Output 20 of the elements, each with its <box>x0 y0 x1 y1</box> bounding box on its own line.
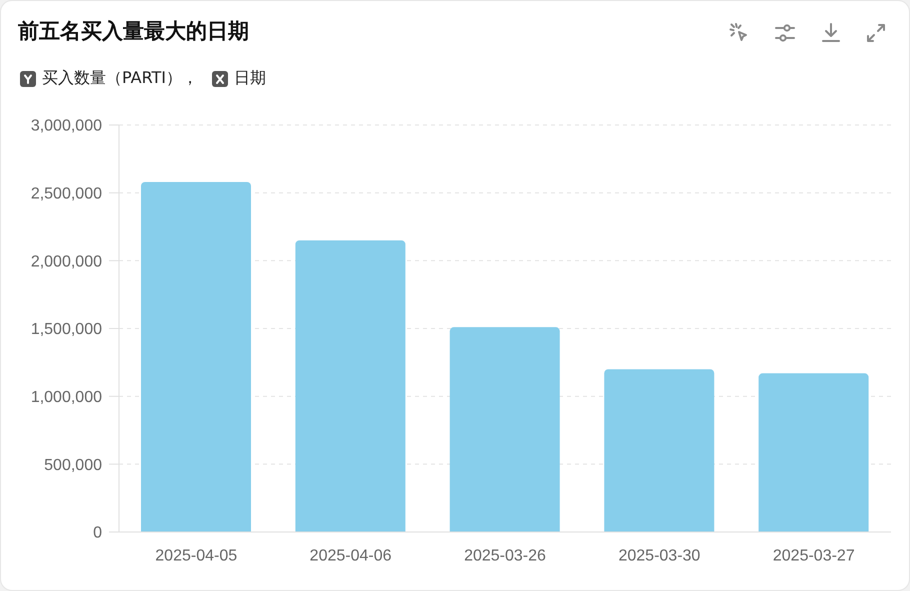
y-tick-label: 0 <box>93 524 102 542</box>
x-tick-label: 2025-04-05 <box>155 547 238 564</box>
y-tick-label: 1,500,000 <box>30 321 102 338</box>
x-tick-label: 2025-03-26 <box>464 547 546 564</box>
bar <box>604 369 714 532</box>
y-tick-label: 3,000,000 <box>30 118 102 135</box>
x-tick-label: 2025-04-06 <box>310 547 392 564</box>
bar <box>450 327 560 532</box>
y-axis-title: 买入数量（PARTI）， <box>42 68 198 89</box>
x-tick-label: 2025-03-27 <box>772 547 855 564</box>
y-tick-label: 2,000,000 <box>30 253 102 270</box>
bar <box>295 240 406 532</box>
chart-title: 前五名买入量最大的日期 <box>18 18 249 45</box>
bar <box>141 182 251 532</box>
y-tick-label: 2,500,000 <box>30 186 102 203</box>
bar <box>758 373 869 532</box>
x-axis-title: 日期 <box>234 68 266 89</box>
y-tick-label: 500,000 <box>44 456 102 474</box>
x-tick-label: 2025-03-30 <box>618 547 700 564</box>
y-tick-label: 1,000,000 <box>30 389 102 406</box>
